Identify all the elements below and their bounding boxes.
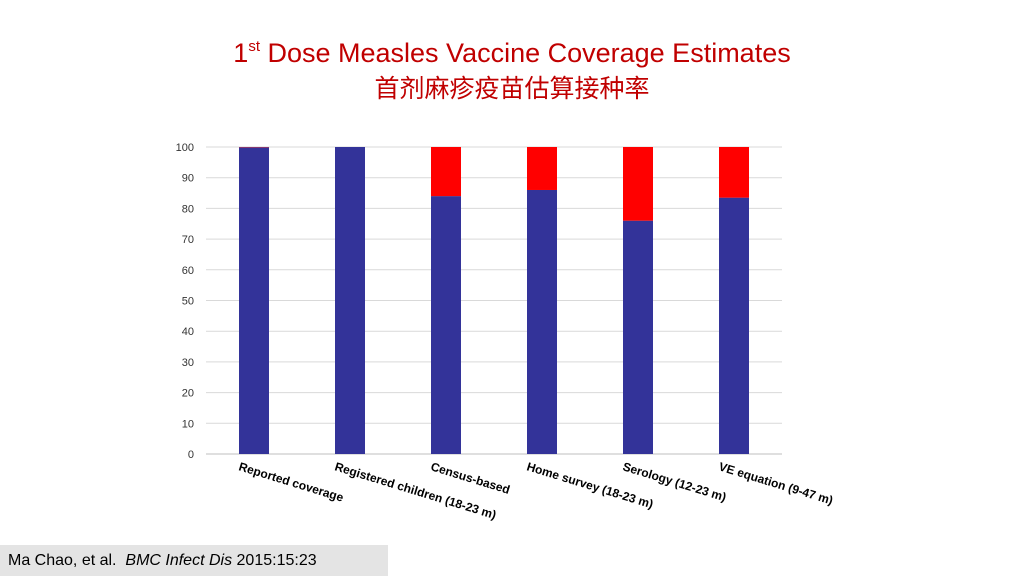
- citation-authors: Ma Chao, et al.: [8, 552, 117, 569]
- bar-remainder: [719, 147, 749, 198]
- bar-remainder: [431, 147, 461, 197]
- y-tick-label: 90: [182, 173, 194, 185]
- y-tick-label: 40: [182, 326, 194, 338]
- bar-coverage: [239, 147, 269, 454]
- y-tick-label: 0: [188, 449, 194, 461]
- y-tick-label: 60: [182, 265, 194, 277]
- y-tick-label: 100: [176, 142, 194, 154]
- title-english: 1st Dose Measles Vaccine Coverage Estima…: [0, 36, 1024, 70]
- citation-journal: BMC Infect Dis: [125, 552, 233, 569]
- x-tick-label: VE equation (9-47 m): [717, 459, 835, 507]
- y-tick-label: 70: [182, 234, 194, 246]
- citation-ref: 2015:15:23: [236, 552, 317, 569]
- y-tick-label: 10: [182, 418, 194, 430]
- bar-coverage: [431, 196, 461, 454]
- x-tick-label: Reported coverage: [237, 459, 345, 504]
- title-main: Dose Measles Vaccine Coverage Estimates: [259, 38, 791, 68]
- title-superscript: st: [248, 38, 260, 55]
- x-tick-label: Registered children (18-23 m): [333, 459, 498, 522]
- y-tick-label: 20: [182, 388, 194, 400]
- title-prefix: 1: [233, 38, 249, 68]
- bar-remainder: [527, 147, 557, 190]
- y-tick-label: 80: [182, 203, 194, 215]
- bar-coverage: [527, 189, 557, 455]
- title-chinese: 首剂麻疹疫苗估算接种率: [374, 75, 650, 103]
- bar-coverage: [623, 220, 653, 454]
- citation: Ma Chao, et al. BMC Infect Dis 2015:15:2…: [0, 545, 388, 576]
- bar-coverage: [335, 147, 365, 454]
- y-tick-label: 30: [182, 357, 194, 369]
- bar-remainder: [623, 147, 653, 221]
- chart-title: 1st Dose Measles Vaccine Coverage Estima…: [0, 36, 1024, 106]
- y-tick-label: 50: [182, 296, 194, 308]
- bar-coverage: [719, 197, 749, 454]
